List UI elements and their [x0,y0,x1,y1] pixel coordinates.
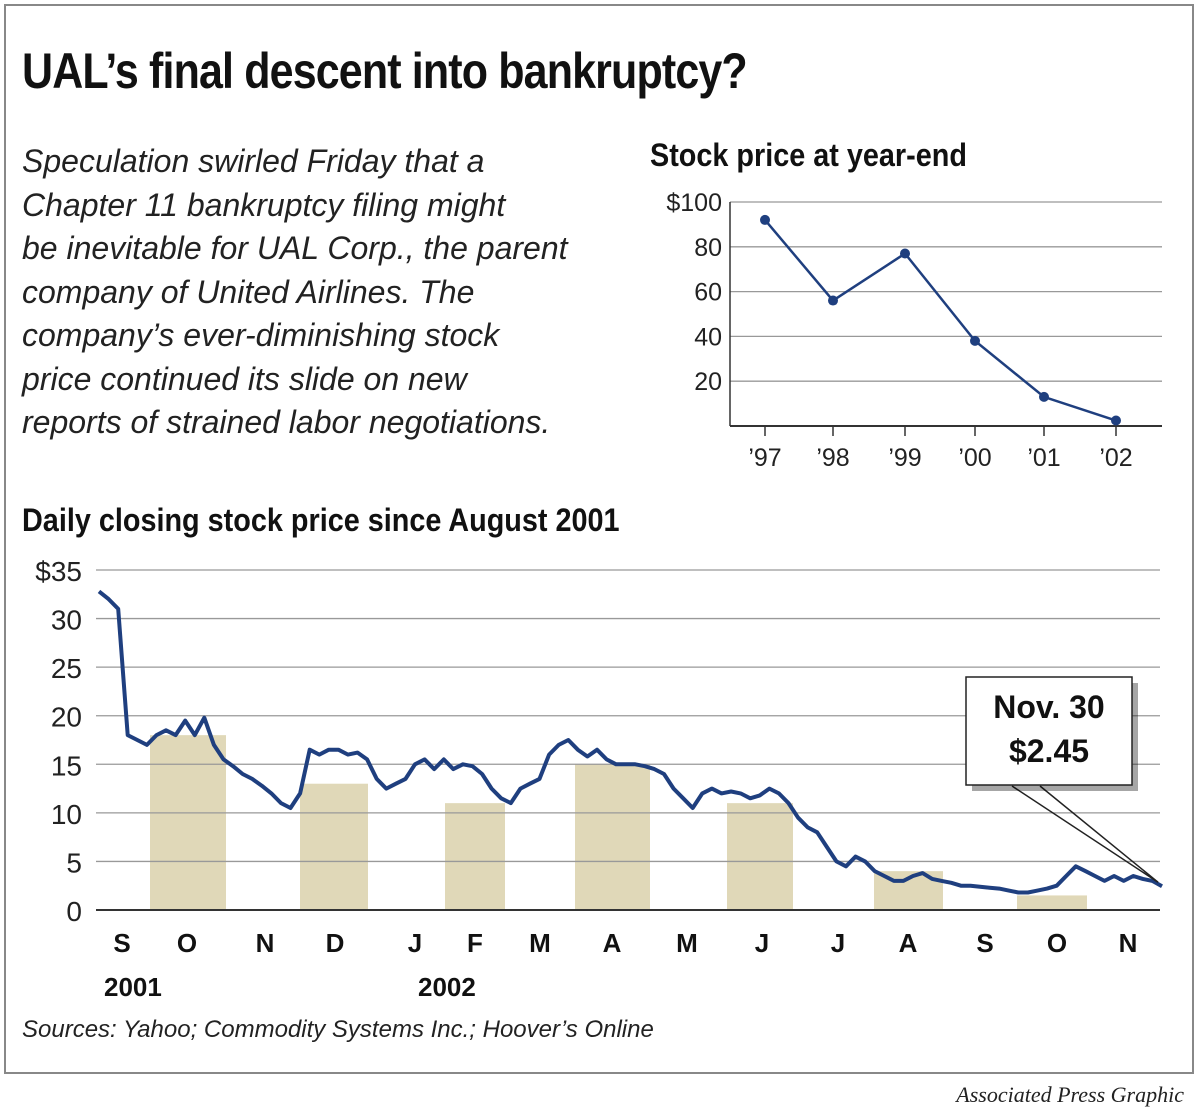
y-tick-label: $100 [666,189,722,217]
daily-chart: 0 5 10 15 20 25 30 $35 S O N D J F M A M J J A S O N 2001 2002 No… [35,556,1163,1002]
blurb-line: Speculation swirled Friday that a [22,143,485,179]
month-label: O [177,928,197,958]
year-label: 2001 [104,972,162,1002]
data-point [1111,415,1121,426]
x-tick-label: ’01 [1027,444,1060,472]
y-tick-label: $35 [35,556,82,587]
month-label: N [256,928,275,958]
year-label: 2002 [418,972,476,1002]
month-label: J [408,928,422,958]
x-tick-label: ’02 [1099,444,1132,472]
month-band [300,783,368,910]
x-tick-label: ’00 [958,444,991,472]
series-line [97,589,1163,895]
month-label: N [1119,928,1138,958]
y-tick-label: 25 [51,653,82,684]
blurb-line: be inevitable for UAL Corp., the parent [22,230,568,266]
data-point [970,335,980,346]
y-tick-label: 15 [51,750,82,781]
callout-pointer [1039,785,1159,883]
month-band [1017,895,1087,910]
month-label: F [467,928,483,958]
x-tick-label: ’99 [888,444,921,472]
y-tick-label: 5 [66,847,82,878]
blurb-line: price continued its slide on new [22,360,467,397]
y-tick-label: 10 [51,799,82,830]
callout-date: Nov. 30 [993,689,1104,725]
month-label: S [113,928,130,958]
data-point [828,295,838,306]
headline: UAL’s final descent into bankruptcy? [22,43,748,99]
month-label: S [976,928,993,958]
month-label: A [603,928,622,958]
yearend-chart: 20 40 60 80 $100 ’97 ’98 ’99 ’00 ’01 ’02 [666,189,1162,472]
y-tick-label: 60 [694,279,722,307]
sources-note: Sources: Yahoo; Commodity Systems Inc.; … [22,1016,654,1043]
y-tick-label: 80 [694,234,722,262]
y-tick-label: 0 [66,896,82,927]
month-band [575,764,650,910]
month-label: A [899,928,918,958]
blurb-line: reports of strained labor negotiations. [22,404,551,440]
month-band [150,735,226,910]
blurb-text: Speculation swirled Friday that a Chapte… [22,140,662,445]
credit-line: Associated Press Graphic [956,1082,1184,1107]
month-label: M [529,928,551,958]
callout-box [965,676,1133,786]
month-label: D [326,928,345,958]
blurb-line: Chapter 11 bankruptcy filing might [22,186,506,223]
y-tick-label: 20 [694,368,722,396]
month-band [727,803,793,910]
data-point [1039,391,1049,402]
yearend-chart-title: Stock price at year-end [650,137,967,173]
data-point [900,248,910,259]
series-line [764,219,1117,422]
x-tick-label: ’98 [816,444,849,472]
y-tick-label: 40 [694,323,722,351]
y-tick-label: 30 [51,605,82,636]
daily-chart-title: Daily closing stock price since August 2… [22,502,620,538]
callout-value: $2.45 [1009,733,1089,769]
graphic-frame [4,4,1194,1074]
data-point [760,214,770,225]
y-tick-label: 20 [51,702,82,733]
month-band [445,803,505,910]
blurb-line: company of United Airlines. The [22,273,475,310]
blurb-line: company’s ever-diminishing stock [22,317,500,353]
month-label: J [831,928,845,958]
month-label: O [1047,928,1067,958]
callout-pointer [1011,785,1159,883]
x-tick-label: ’97 [748,444,781,472]
month-label: M [676,928,698,958]
month-label: J [755,928,769,958]
